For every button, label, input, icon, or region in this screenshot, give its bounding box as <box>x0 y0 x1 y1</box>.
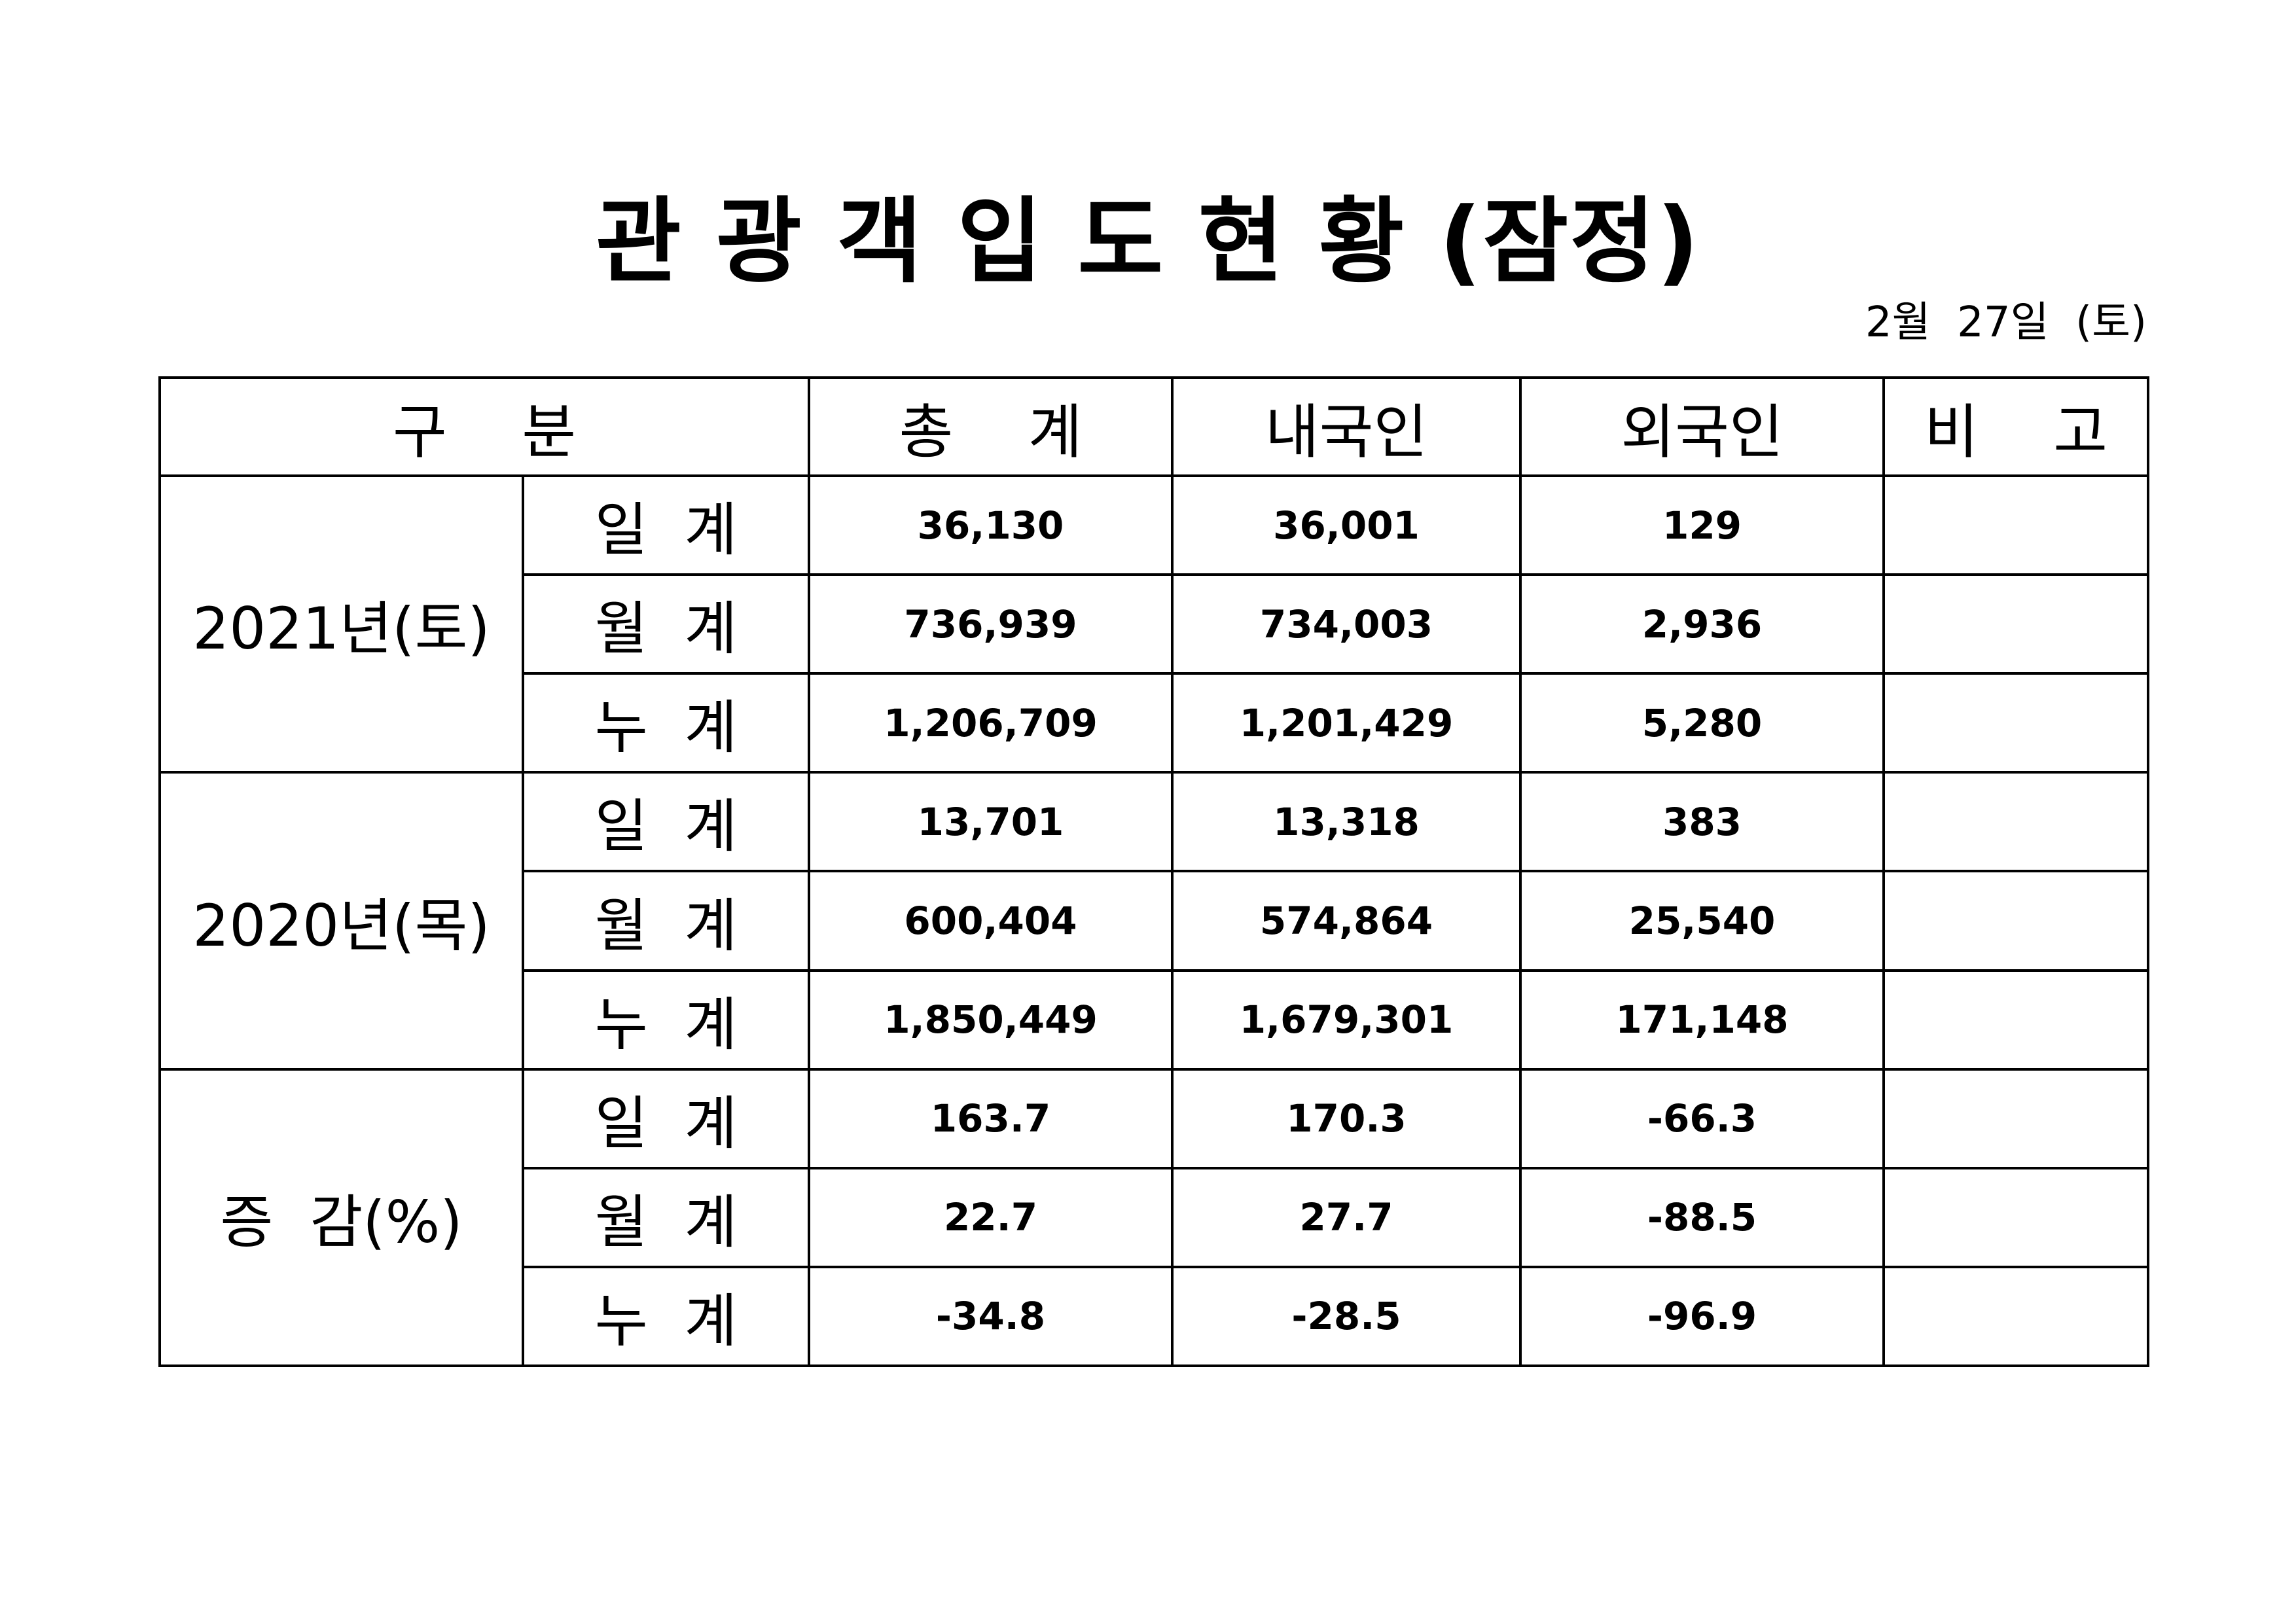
row-type: 누 계 <box>521 1265 811 1368</box>
header-total: 총 계 <box>808 376 1174 478</box>
table-row: 2021년(토) 일 계 36,130 36,001 129 <box>158 474 2150 774</box>
cell-total: 22.7 <box>808 1166 1174 1268</box>
cell-domestic: 27.7 <box>1171 1166 1522 1268</box>
cell-total: -34.8 <box>808 1265 1174 1368</box>
cell-domestic: 170.3 <box>1171 1067 1522 1169</box>
cell-foreign: -96.9 <box>1519 1265 1886 1368</box>
table-row: 누 계 1,206,709 1,201,429 5,280 <box>160 672 2150 774</box>
header-note: 비 고 <box>1882 376 2150 478</box>
group-label: 2020년(목) <box>158 771 524 1071</box>
cell-total: 600,404 <box>808 870 1174 972</box>
cell-foreign: -66.3 <box>1519 1067 1886 1169</box>
row-type: 일 계 <box>521 474 811 577</box>
cell-domestic: 574,864 <box>1171 870 1522 972</box>
table-row: 누 계 -34.8 -28.5 -96.9 <box>160 1265 2150 1368</box>
cell-note <box>1882 1166 2150 1268</box>
cell-note <box>1882 474 2150 577</box>
cell-note <box>1882 1265 2150 1368</box>
row-type: 누 계 <box>521 672 811 774</box>
tourist-arrivals-table: 구 분 총 계 내국인 외국인 비 고 2021년(토) 일 계 36,130 … <box>158 376 2150 1368</box>
row-type: 월 계 <box>521 1166 811 1268</box>
cell-domestic: 1,679,301 <box>1171 969 1522 1071</box>
cell-foreign: 2,936 <box>1519 573 1886 675</box>
group-label: 2021년(토) <box>158 474 524 774</box>
row-type: 일 계 <box>521 1067 811 1169</box>
cell-note <box>1882 969 2150 1071</box>
cell-foreign: 171,148 <box>1519 969 1886 1071</box>
table-row: 증 감(%) 일 계 163.7 170.3 -66.3 <box>158 1067 2150 1368</box>
cell-domestic: 1,201,429 <box>1171 672 1522 774</box>
cell-total: 736,939 <box>808 573 1174 675</box>
header-foreign: 외국인 <box>1519 376 1886 478</box>
table-header-row: 구 분 총 계 내국인 외국인 비 고 <box>158 376 2150 478</box>
row-type: 일 계 <box>521 771 811 873</box>
cell-note <box>1882 771 2150 873</box>
row-type: 누 계 <box>521 969 811 1071</box>
cell-foreign: 5,280 <box>1519 672 1886 774</box>
table-row: 누 계 1,850,449 1,679,301 171,148 <box>160 969 2150 1071</box>
cell-domestic: 13,318 <box>1171 771 1522 873</box>
group-label: 증 감(%) <box>158 1067 524 1368</box>
cell-foreign: 383 <box>1519 771 1886 873</box>
header-category: 구 분 <box>158 376 811 478</box>
cell-foreign: 129 <box>1519 474 1886 577</box>
row-type: 월 계 <box>521 573 811 675</box>
cell-total: 163.7 <box>808 1067 1174 1169</box>
page-title: 관 광 객 입 도 현 황 (잠정) <box>596 188 1700 296</box>
report-date: 2월 27일 (토) <box>1865 298 2147 347</box>
table-row: 2020년(목) 일 계 13,701 13,318 383 <box>158 771 2150 1071</box>
cell-note <box>1882 672 2150 774</box>
cell-total: 1,850,449 <box>808 969 1174 1071</box>
cell-domestic: 734,003 <box>1171 573 1522 675</box>
cell-total: 13,701 <box>808 771 1174 873</box>
cell-total: 1,206,709 <box>808 672 1174 774</box>
cell-note <box>1882 1067 2150 1169</box>
cell-note <box>1882 870 2150 972</box>
cell-note <box>1882 573 2150 675</box>
cell-foreign: -88.5 <box>1519 1166 1886 1268</box>
table-row: 월 계 22.7 27.7 -88.5 <box>160 1166 2150 1268</box>
cell-domestic: 36,001 <box>1171 474 1522 577</box>
cell-foreign: 25,540 <box>1519 870 1886 972</box>
table-row: 월 계 736,939 734,003 2,936 <box>160 573 2150 675</box>
cell-total: 36,130 <box>808 474 1174 577</box>
row-type: 월 계 <box>521 870 811 972</box>
header-domestic: 내국인 <box>1171 376 1522 478</box>
table-row: 월 계 600,404 574,864 25,540 <box>160 870 2150 972</box>
cell-domestic: -28.5 <box>1171 1265 1522 1368</box>
